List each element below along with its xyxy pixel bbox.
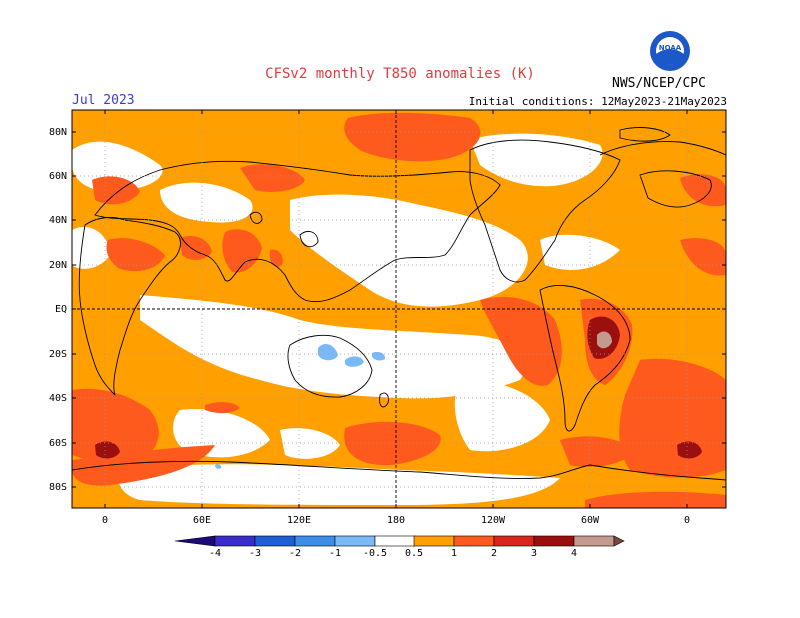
lon-labels: 0 60E 120E 180 120W 60W 0: [102, 110, 690, 526]
chart-title: CFSv2 monthly T850 anomalies (K): [265, 66, 535, 82]
gridlines: [72, 110, 726, 508]
colorbar-segment: [453, 535, 495, 547]
coastlines: [72, 127, 726, 481]
lat-label: 20N: [49, 260, 67, 271]
colorbar-label: -3: [249, 548, 261, 559]
lon-label: 60W: [581, 515, 600, 526]
colorbar-segment: [374, 535, 416, 547]
lat-labels: 80N 60N 40N 20N EQ 20S 40S 60S 80S: [49, 127, 726, 493]
lon-label: 120E: [287, 515, 311, 526]
colorbar-segment: [493, 535, 535, 547]
lon-label: 180: [387, 515, 405, 526]
colorbar-label: -2: [289, 548, 301, 559]
colorbar-label: -0.5: [363, 548, 387, 559]
lon-label: 0: [102, 515, 108, 526]
colorbar-segment: [413, 535, 455, 547]
colorbar-label: -4: [209, 548, 221, 559]
colorbar-label: 2: [491, 548, 497, 559]
organization-label: NWS/NCEP/CPC: [612, 76, 706, 91]
colorbar-segment: [533, 535, 575, 547]
colorbar-segment: [254, 535, 296, 547]
noaa-logo-icon: NOAA: [650, 31, 690, 71]
lon-label: 0: [684, 515, 690, 526]
forecast-month: Jul 2023: [72, 93, 135, 108]
colorbar-segment: [573, 535, 615, 547]
lat-label: 40S: [49, 393, 67, 404]
lat-label: 20S: [49, 349, 67, 360]
noaa-logo-text: NOAA: [659, 44, 682, 52]
lon-label: 60E: [193, 515, 211, 526]
colorbar-label: 0.5: [405, 548, 423, 559]
colorbar-label: 1: [451, 548, 457, 559]
lat-label: 80S: [49, 482, 67, 493]
colorbar: -4 -3 -2 -1 -0.5 0.5 1 2 3 4: [174, 535, 625, 559]
lat-label: 40N: [49, 215, 67, 226]
colorbar-label: 3: [531, 548, 537, 559]
colorbar-segment: [294, 535, 336, 547]
colorbar-segment: [334, 535, 376, 547]
negative-regions: [215, 344, 386, 469]
extreme-warm-regions: [597, 331, 612, 349]
colorbar-segment: [214, 535, 256, 547]
colorbar-arrow-right: [613, 535, 625, 547]
colorbar-label: -1: [329, 548, 341, 559]
warm-regions: [72, 112, 726, 508]
strong-warm-regions: [95, 316, 702, 459]
lat-label: 80N: [49, 127, 67, 138]
colorbar-arrow-left: [174, 535, 216, 547]
lat-label: EQ: [55, 304, 67, 315]
colorbar-label: 4: [571, 548, 577, 559]
lat-label: 60S: [49, 438, 67, 449]
lon-label: 120W: [481, 515, 506, 526]
lat-label: 60N: [49, 171, 67, 182]
initial-conditions: Initial conditions: 12May2023-21May2023: [468, 95, 727, 108]
